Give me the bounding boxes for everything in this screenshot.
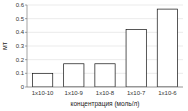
chart-container: 00.10.20.30.40.50.61x10-101x10-91x10-81x…	[0, 0, 188, 111]
y-axis: 0 0.1 0.2 0.3 0.4 0.5 0.6	[16, 2, 183, 90]
bar	[126, 30, 146, 87]
page: {"chart_data": {"type": "bar", "categori…	[0, 0, 188, 111]
x-axis: 1x10-10 1x10-9 1x10-8 1x10-7 1x10-6	[32, 90, 177, 96]
x-tick-label: 1x10-10	[32, 90, 54, 96]
bar	[64, 64, 84, 87]
chart-svg: 00.10.20.30.40.50.61x10-101x10-91x10-81x…	[0, 0, 188, 111]
y-tick-label: 0.6	[16, 2, 25, 8]
x-tick-label: 1x10-6	[158, 90, 177, 96]
y-tick-label: 0.3	[16, 43, 25, 49]
bar	[32, 73, 52, 87]
y-tick-label: 0.1	[16, 70, 25, 76]
background	[0, 0, 188, 111]
x-tick-label: 1x10-9	[65, 90, 84, 96]
y-tick-label: 0	[21, 84, 25, 90]
y-axis-title: мт	[1, 41, 8, 50]
bars	[32, 9, 177, 87]
bar	[157, 9, 177, 87]
x-axis-title: концентрация (моль/л)	[71, 100, 140, 108]
x-tick-label: 1x10-8	[96, 90, 115, 96]
grid-line	[27, 5, 183, 6]
bar	[95, 64, 115, 87]
x-axis-line	[27, 87, 183, 88]
y-tick-label: 0.5	[16, 16, 25, 22]
y-tick-label: 0.4	[16, 29, 25, 35]
y-axis-line	[27, 5, 28, 87]
x-tick-label: 1x10-7	[127, 90, 146, 96]
y-tick-label: 0.2	[16, 57, 25, 63]
